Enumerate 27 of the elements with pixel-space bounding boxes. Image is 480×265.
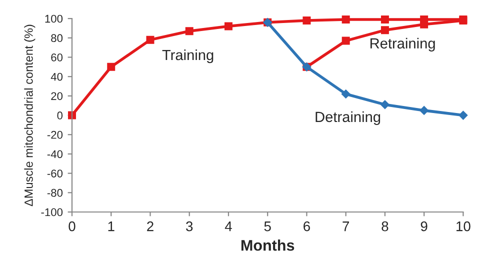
x-tick-label: 0	[68, 221, 76, 232]
y-tick-label: -80	[47, 188, 63, 197]
x-tick-label: 7	[342, 222, 350, 232]
x-tick-label: 3	[186, 221, 193, 232]
y-tick-label: -40	[47, 150, 63, 158]
y-tick-label: -20	[47, 130, 63, 139]
x-tick-label: 8	[382, 221, 388, 232]
y-tick-label: -100	[41, 208, 63, 216]
series-label: Training	[162, 49, 214, 64]
y-tick-label: 40	[50, 72, 63, 81]
y-tick-label: -60	[47, 170, 63, 178]
x-axis-title: Months	[241, 240, 294, 251]
x-tick-label: 5	[264, 222, 271, 232]
x-tick-label: 2	[147, 221, 154, 232]
x-tick-label: 10	[456, 221, 470, 232]
y-axis-title: ΔMuscle mitochondrial content (%)	[24, 24, 36, 206]
y-tick-label: 60	[51, 54, 63, 62]
y-tick-label: 80	[51, 34, 63, 42]
series-label: Detraining	[316, 111, 380, 125]
y-tick-label: 20	[51, 92, 63, 100]
x-tick-label: 9	[420, 221, 428, 232]
x-tick-label: 4	[224, 222, 232, 232]
y-tick-label: 100	[45, 14, 63, 23]
y-tick-label: 0	[57, 112, 63, 120]
x-tick-label: 6	[304, 221, 310, 232]
x-tick-label: 1	[108, 222, 114, 232]
series-label: Retraining	[370, 38, 435, 52]
